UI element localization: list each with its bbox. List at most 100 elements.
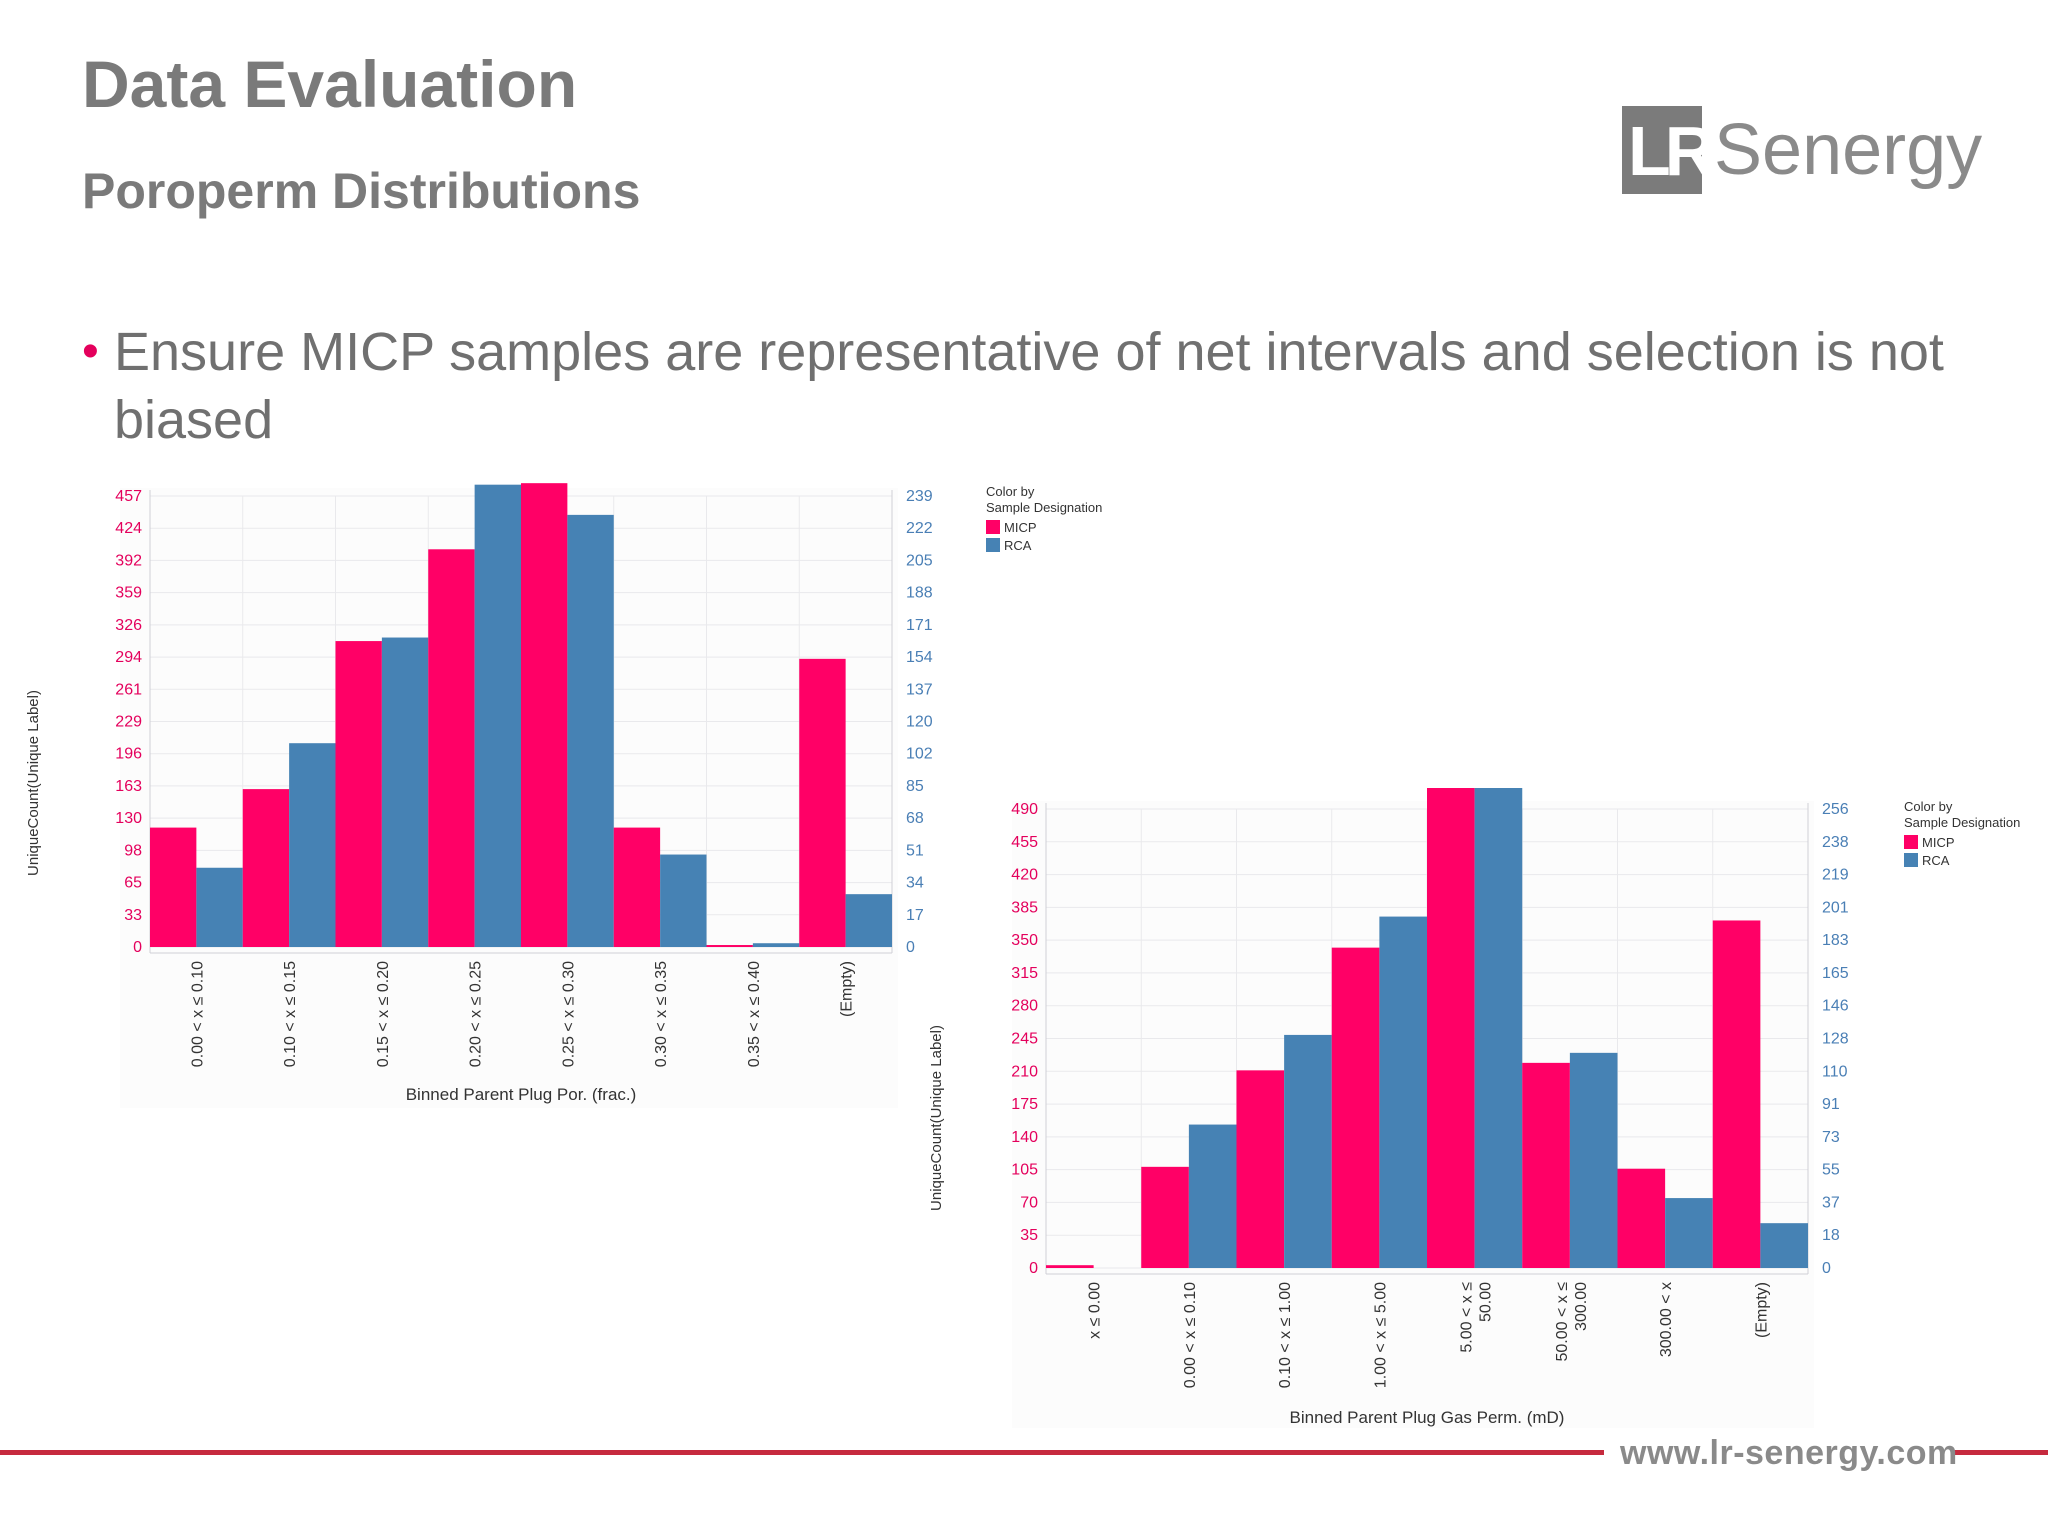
right-tick-label: 55 [1822, 1162, 1840, 1179]
right-tick-label: 110 [1822, 1063, 1848, 1080]
legend-label-micp: MICP [1004, 520, 1037, 535]
left-tick-label: 385 [1011, 899, 1038, 916]
left-tick-label: 0 [133, 939, 142, 956]
right-tick-label: 37 [1822, 1194, 1840, 1211]
bar-micp [1617, 1168, 1666, 1268]
legend-swatch-micp [1904, 835, 1918, 849]
bar-rca [289, 743, 336, 947]
left-tick-label: 0 [1029, 1260, 1038, 1277]
bar-micp [1236, 1070, 1285, 1268]
category-label: 0.00 < x ≤ 0.10 [1182, 1282, 1199, 1388]
right-tick-label: 238 [1822, 834, 1849, 851]
bar-micp [799, 658, 846, 947]
bar-micp [150, 827, 197, 947]
bar-rca [1474, 788, 1523, 1268]
right-tick-label: 201 [1822, 899, 1849, 916]
left-tick-label: 105 [1011, 1162, 1038, 1179]
category-label: 300.00 < x [1658, 1282, 1675, 1357]
right-tick-label: 183 [1822, 932, 1849, 949]
bar-micp [1427, 788, 1475, 1268]
left-tick-label: 98 [124, 842, 142, 859]
bar-micp [428, 549, 475, 947]
bar-micp [1522, 1062, 1570, 1268]
bullet-text: Ensure MICP samples are representative o… [114, 322, 1944, 450]
slide-title: Data Evaluation [82, 47, 578, 121]
right-tick-label: 91 [1822, 1096, 1840, 1113]
right-tick-label: 128 [1822, 1031, 1849, 1048]
right-tick-label: 165 [1822, 965, 1849, 982]
left-tick-label: 326 [115, 617, 142, 634]
left-tick-label: 175 [1011, 1096, 1038, 1113]
right-tick-label: 205 [906, 552, 933, 569]
x-axis-title: Binned Parent Plug Gas Perm. (mD) [1290, 1408, 1565, 1427]
bullet-point: • Ensure MICP samples are representative… [82, 318, 1982, 454]
bar-rca [1569, 1052, 1618, 1268]
y-axis-title: UniqueCount(Unique Label) [25, 690, 42, 876]
bar-rca [660, 854, 707, 947]
footer-rule-left [0, 1450, 1604, 1455]
left-tick-label: 420 [1011, 867, 1038, 884]
left-tick-label: 294 [115, 649, 142, 666]
category-label: 1.00 < x ≤ 5.00 [1372, 1282, 1389, 1388]
category-label: 0.00 < x ≤ 0.10 [189, 961, 206, 1067]
right-tick-label: 171 [906, 617, 933, 634]
y-axis-title: UniqueCount(Unique Label) [928, 1025, 945, 1211]
category-label: 300.00 [1573, 1282, 1590, 1331]
right-tick-label: 0 [906, 939, 915, 956]
category-label: 5.00 < x ≤ [1459, 1282, 1476, 1353]
right-tick-label: 34 [906, 875, 924, 892]
footer-rule-right [1952, 1450, 2048, 1455]
bar-micp [706, 945, 753, 947]
logo-letters: LR [1628, 112, 1715, 190]
legend-title: Sample Designation [986, 500, 1102, 515]
left-tick-label: 229 [115, 714, 142, 731]
bar-rca [567, 514, 614, 947]
left-tick-label: 196 [115, 746, 142, 763]
left-tick-label: 163 [115, 778, 142, 795]
left-tick-label: 261 [115, 681, 142, 698]
lr-senergy-logo: LR Senergy [1622, 104, 1982, 196]
legend-swatch-micp [986, 520, 1000, 534]
slide-subtitle: Poroperm Distributions [82, 163, 641, 219]
right-tick-label: 188 [906, 585, 933, 602]
legend-title: Color by [986, 484, 1035, 499]
bar-rca [1760, 1223, 1808, 1268]
logo-wordmark: Senergy [1714, 110, 1983, 190]
right-tick-label: 17 [906, 907, 924, 924]
legend-title: Color by [1904, 799, 1953, 814]
left-tick-label: 65 [124, 875, 142, 892]
left-tick-label: 350 [1011, 932, 1038, 949]
left-tick-label: 424 [115, 520, 142, 537]
right-tick-label: 222 [906, 520, 933, 537]
left-tick-label: 392 [115, 552, 142, 569]
bullet-marker: • [82, 325, 99, 378]
bar-rca [752, 943, 800, 947]
category-label: (Empty) [839, 961, 856, 1017]
category-label: 0.30 < x ≤ 0.35 [653, 961, 670, 1067]
left-tick-label: 457 [115, 488, 142, 505]
left-tick-label: 210 [1011, 1063, 1038, 1080]
left-tick-label: 245 [1011, 1031, 1038, 1048]
left-tick-label: 280 [1011, 998, 1038, 1015]
legend-label-rca: RCA [1004, 538, 1032, 553]
category-label: 0.10 < x ≤ 1.00 [1277, 1282, 1294, 1388]
logo-mark: LR [1622, 106, 1715, 194]
left-tick-label: 130 [115, 810, 142, 827]
legend-label-rca: RCA [1922, 853, 1950, 868]
left-tick-label: 455 [1011, 834, 1038, 851]
right-tick-label: 85 [906, 778, 924, 795]
left-tick-label: 70 [1020, 1194, 1038, 1211]
bar-rca [381, 637, 429, 947]
category-label: 0.10 < x ≤ 0.15 [282, 961, 299, 1067]
right-tick-label: 73 [1822, 1129, 1840, 1146]
right-tick-label: 256 [1822, 801, 1849, 818]
bar-micp [613, 827, 661, 947]
x-axis-title: Binned Parent Plug Por. (frac.) [406, 1085, 637, 1104]
porosity-histogram: 0 33 65 98 130 163 196 229 261 294 326 359 392 424 457… [25, 483, 1102, 1108]
legend-label-micp: MICP [1922, 835, 1955, 850]
bar-rca [196, 867, 243, 947]
bar-rca [1379, 916, 1427, 1268]
left-tick-label: 35 [1020, 1227, 1038, 1244]
permeability-histogram: 0 35 70 105 140 175 210 245 280 315 350 385 420 455 49… [928, 788, 2020, 1428]
left-tick-label: 490 [1011, 801, 1038, 818]
